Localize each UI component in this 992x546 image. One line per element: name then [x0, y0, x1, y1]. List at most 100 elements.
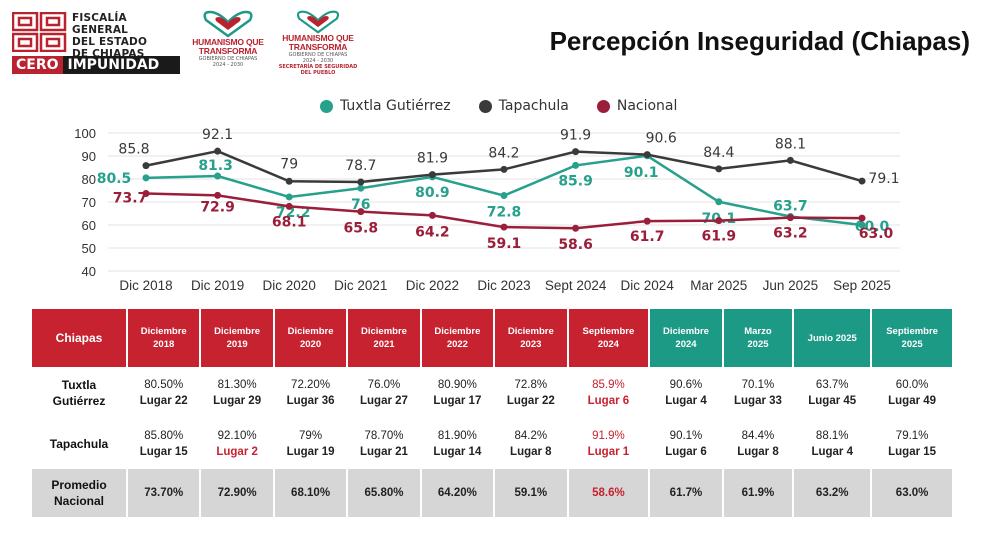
table-header-1: Diciembre 2019 — [201, 309, 273, 367]
heart-emblem-icon — [203, 10, 253, 38]
cell-value: 60.0% — [895, 379, 929, 391]
cell-value: 84.4% — [741, 430, 775, 442]
data-label-tuxtla: 63.7 — [773, 198, 808, 214]
data-label-nacional: 64.2 — [415, 224, 450, 240]
data-label-tuxtla: 90.1 — [624, 165, 659, 181]
y-tick-label: 60 — [82, 218, 96, 233]
cell-value: 91.9% — [592, 430, 625, 442]
x-tick-label: Dic 2021 — [334, 278, 387, 293]
fiscalia-logo: FISCALÍA GENERAL DEL ESTADO DE CHIAPAS C… — [12, 10, 180, 74]
table-cell: 80.50% Lugar 22 — [128, 367, 199, 419]
humanismo-2-sub-1: GOBIERNO DE CHIAPAS — [288, 52, 348, 58]
table-cell: 63.7% Lugar 45 — [794, 367, 870, 419]
cell-value: 80.90% — [437, 379, 477, 391]
data-label-tuxtla: 72.8 — [487, 205, 522, 221]
cell-value: 85.80% — [144, 430, 184, 442]
table-header-row: Chiapas Diciembre 2018 Diciembre 2019 Diciem… — [32, 309, 952, 367]
humanismo-logo-1: HUMANISMO QUE TRANSFORMA GOBIERNO DE CHI… — [188, 10, 268, 80]
table-cell: 91.9% Lugar 1 — [569, 419, 649, 469]
data-point-tapachula — [858, 177, 866, 185]
table-cell: 88.1% Lugar 4 — [794, 419, 870, 469]
cell-value: 61.7% — [669, 487, 703, 499]
x-tick-label: Sept 2024 — [545, 278, 607, 293]
data-label-nacional: 68.1 — [272, 214, 307, 230]
cell-value: 59.1% — [514, 487, 548, 499]
cell-value: 65.80% — [364, 487, 404, 499]
row-label-line: Promedio — [51, 478, 107, 492]
table-header-0: Diciembre 2018 — [128, 309, 200, 367]
data-label-tapachula: 92.1 — [202, 127, 233, 143]
table-cell: 80.90% Lugar 17 — [422, 367, 493, 419]
header-line-2: 2025 — [747, 339, 769, 350]
data-label-tuxtla: 81.3 — [198, 158, 233, 174]
data-point-tapachula — [214, 147, 222, 155]
data-point-nacional — [858, 214, 866, 222]
cell-rank: Lugar 45 — [808, 395, 857, 407]
cell-value: 90.1% — [669, 430, 703, 442]
data-point-tapachula — [142, 162, 150, 170]
humanismo-logo-2: HUMANISMO QUE TRANSFORMA GOBIERNO DE CHI… — [278, 10, 358, 80]
cell-rank: Lugar 22 — [506, 395, 555, 407]
table-cell: 68.10% — [274, 469, 347, 517]
table-row: Tuxtla Gutiérrez 80.50% Lugar 22 81.30% Lugar… — [32, 367, 952, 419]
data-label-nacional: 72.9 — [200, 199, 235, 215]
cell-value: 85.9% — [592, 379, 625, 391]
table-header-3: Diciembre 2021 — [348, 309, 420, 367]
x-tick-label: Dic 2023 — [477, 278, 530, 293]
table-header-6: Septiembre 2024 — [568, 309, 649, 367]
data-point-tapachula — [500, 165, 508, 173]
table-cell: 79.1% Lugar 15 — [872, 419, 952, 469]
legend-label-nacional: Nacional — [616, 98, 678, 114]
data-point-nacional — [572, 224, 580, 232]
cell-rank: Lugar 22 — [139, 395, 188, 407]
table-header-5: Diciembre 2023 — [495, 309, 567, 367]
cell-value: 61.9% — [741, 487, 775, 499]
cell-value: 63.0% — [895, 487, 929, 499]
data-point-tuxtla — [572, 161, 580, 169]
legend-dot-tapachula — [478, 99, 492, 113]
table-cell: 84.2% Lugar 8 — [495, 419, 566, 469]
table-cell: 65.80% — [348, 469, 420, 517]
x-tick-label: Dic 2024 — [621, 278, 675, 293]
table-cell: 72.8% Lugar 22 — [495, 367, 566, 419]
cell-rank: Lugar 8 — [737, 446, 779, 458]
cell-rank: Lugar 2 — [216, 446, 258, 458]
table-cell: 85.80% Lugar 15 — [128, 419, 199, 469]
data-point-nacional — [786, 214, 794, 222]
y-tick-label: 80 — [82, 172, 96, 187]
cell-value: 63.7% — [815, 379, 849, 391]
humanismo-1-sub-1: GOBIERNO DE CHIAPAS — [198, 56, 258, 62]
table-cell: 81.30% Lugar 29 — [201, 367, 272, 419]
cell-value: 88.1% — [815, 430, 849, 442]
row-label: Tapachula — [32, 419, 126, 469]
cell-rank: Lugar 33 — [734, 395, 782, 407]
table-corner: Chiapas — [32, 309, 126, 367]
data-label-tapachula: 84.2 — [488, 145, 519, 161]
cell-rank: Lugar 49 — [888, 395, 937, 407]
table-cell: 81.90% Lugar 14 — [422, 419, 493, 469]
data-label-tapachula: 84.4 — [703, 145, 734, 161]
table-cell: 90.1% Lugar 6 — [650, 419, 721, 469]
data-label-tapachula: 88.1 — [775, 136, 806, 152]
cell-value: 81.30% — [217, 379, 257, 391]
header-line-2: 2025 — [901, 339, 923, 350]
table-cell: 64.20% — [421, 469, 494, 517]
cell-rank: Lugar 4 — [811, 446, 853, 458]
x-tick-label: Jun 2025 — [763, 278, 819, 293]
header-line-1: Diciembre — [663, 326, 709, 337]
data-label-tapachula: 79 — [280, 156, 298, 172]
data-point-tapachula — [572, 148, 580, 156]
header-line-1: Junio 2025 — [807, 332, 857, 344]
header: FISCALÍA GENERAL DEL ESTADO DE CHIAPAS C… — [0, 0, 992, 82]
header-line-1: Septiembre — [886, 326, 938, 337]
cell-value: 78.70% — [364, 430, 404, 442]
cell-rank: Lugar 4 — [665, 395, 707, 407]
table-cell: 59.1% — [495, 469, 567, 517]
table-cell: 63.2% — [794, 469, 871, 517]
data-label-tapachula: 85.8 — [118, 142, 149, 158]
table-cell: 85.9% Lugar 6 — [569, 367, 649, 419]
cell-rank: Lugar 6 — [587, 395, 630, 407]
table-header-10: Septiembre 2025 — [872, 309, 952, 367]
data-label-tuxtla: 85.9 — [558, 173, 593, 189]
table-cell: 72.20% Lugar 36 — [275, 367, 346, 419]
